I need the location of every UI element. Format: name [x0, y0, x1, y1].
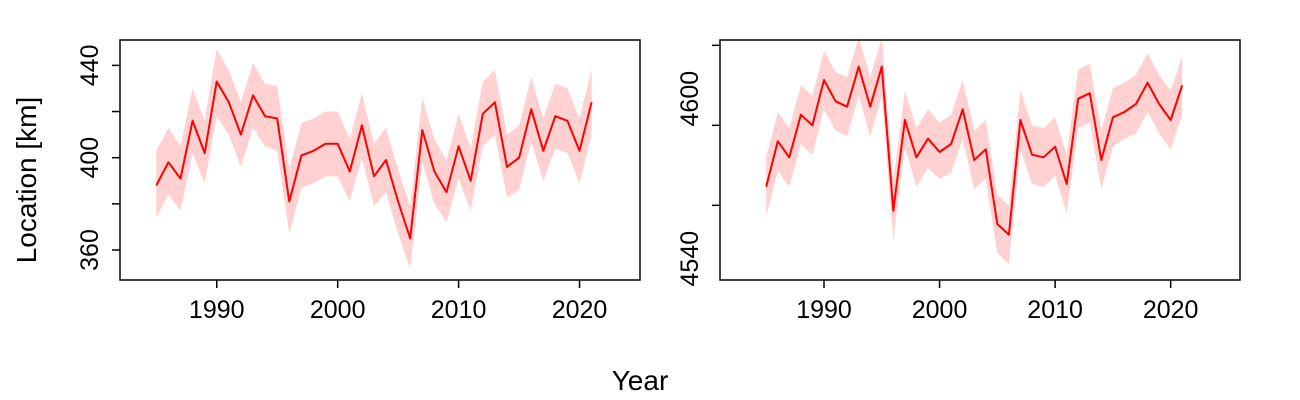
data-point	[530, 108, 532, 110]
data-point	[264, 115, 266, 117]
data-point	[167, 161, 169, 163]
x-tick-label: 1990	[796, 296, 852, 324]
plot-frame	[119, 39, 641, 281]
confidence-band	[766, 37, 1183, 264]
data-point	[482, 113, 484, 115]
data-point	[777, 140, 779, 142]
data-point	[1135, 103, 1137, 105]
data-point	[835, 100, 837, 102]
data-point	[300, 154, 302, 156]
x-tick-label: 2000	[310, 296, 366, 324]
data-point	[409, 238, 411, 240]
data-point	[591, 101, 593, 103]
data-point	[325, 143, 327, 145]
y-tick-label: 400	[76, 137, 104, 179]
data-point	[276, 118, 278, 120]
x-axis-title: Year	[612, 365, 669, 396]
data-point	[542, 150, 544, 152]
y-tick-label: 4600	[676, 71, 704, 127]
data-point	[216, 81, 218, 83]
data-point	[1123, 111, 1125, 113]
data-point	[240, 134, 242, 136]
data-point	[180, 178, 182, 180]
y-tick-label: 440	[76, 45, 104, 87]
data-point	[1181, 84, 1183, 86]
x-tick-label: 2000	[912, 296, 968, 324]
data-point	[518, 157, 520, 159]
series-line	[765, 65, 1184, 236]
data-point	[458, 145, 460, 147]
data-point	[869, 106, 871, 108]
data-point	[1054, 146, 1056, 148]
data-point	[1077, 98, 1079, 100]
data-point	[228, 101, 230, 103]
data-point	[950, 143, 952, 145]
data-point	[494, 101, 496, 103]
data-point	[433, 171, 435, 173]
data-point	[566, 120, 568, 122]
data-point	[823, 79, 825, 81]
x-tick-label: 2020	[1143, 296, 1199, 324]
plot-frame	[719, 39, 1241, 281]
data-point	[881, 66, 883, 68]
data-point	[397, 201, 399, 203]
x-tick-label: 2010	[1027, 296, 1083, 324]
y-tick-label: 360	[76, 229, 104, 271]
data-point	[1170, 119, 1172, 121]
data-point	[811, 124, 813, 126]
data-point	[1019, 119, 1021, 121]
data-point	[1031, 154, 1033, 156]
data-point	[1147, 82, 1149, 84]
data-point	[579, 150, 581, 152]
data-point	[800, 114, 802, 116]
x-tick-label: 1990	[189, 296, 245, 324]
data-point	[996, 223, 998, 225]
data-point	[446, 191, 448, 193]
data-point	[1066, 183, 1068, 185]
data-point	[155, 184, 157, 186]
data-point	[973, 159, 975, 161]
data-point	[765, 186, 767, 188]
data-point	[361, 124, 363, 126]
data-point	[421, 129, 423, 131]
data-point	[962, 108, 964, 110]
data-point	[1043, 156, 1045, 158]
data-point	[892, 210, 894, 212]
data-point	[985, 148, 987, 150]
right-panel: 1990 2000 2010 2020 4540 4600	[676, 37, 1241, 324]
data-point	[1008, 234, 1010, 236]
x-tick-label: 2020	[552, 296, 608, 324]
data-point	[337, 143, 339, 145]
series-line	[155, 80, 593, 240]
data-point	[915, 156, 917, 158]
data-point	[385, 159, 387, 161]
data-point	[373, 175, 375, 177]
y-axis-title: Location [km]	[11, 97, 42, 264]
data-point	[349, 171, 351, 173]
data-point	[252, 94, 254, 96]
data-point	[192, 120, 194, 122]
data-point	[939, 151, 941, 153]
data-point	[1158, 103, 1160, 105]
data-point	[313, 150, 315, 152]
data-point	[1089, 92, 1091, 94]
data-point	[846, 106, 848, 108]
data-point	[288, 201, 290, 203]
data-point	[506, 166, 508, 168]
data-point	[204, 152, 206, 154]
y-tick-label: 4540	[676, 231, 704, 287]
data-point	[788, 156, 790, 158]
x-tick-label: 2010	[431, 296, 487, 324]
data-point	[927, 138, 929, 140]
data-point	[554, 115, 556, 117]
data-point	[904, 119, 906, 121]
data-point	[1112, 116, 1114, 118]
data-point	[470, 180, 472, 182]
data-point	[1100, 159, 1102, 161]
confidence-band	[156, 49, 592, 269]
left-panel: 1990 2000 2010 2020 360 400 440	[76, 39, 641, 324]
data-point	[858, 66, 860, 68]
